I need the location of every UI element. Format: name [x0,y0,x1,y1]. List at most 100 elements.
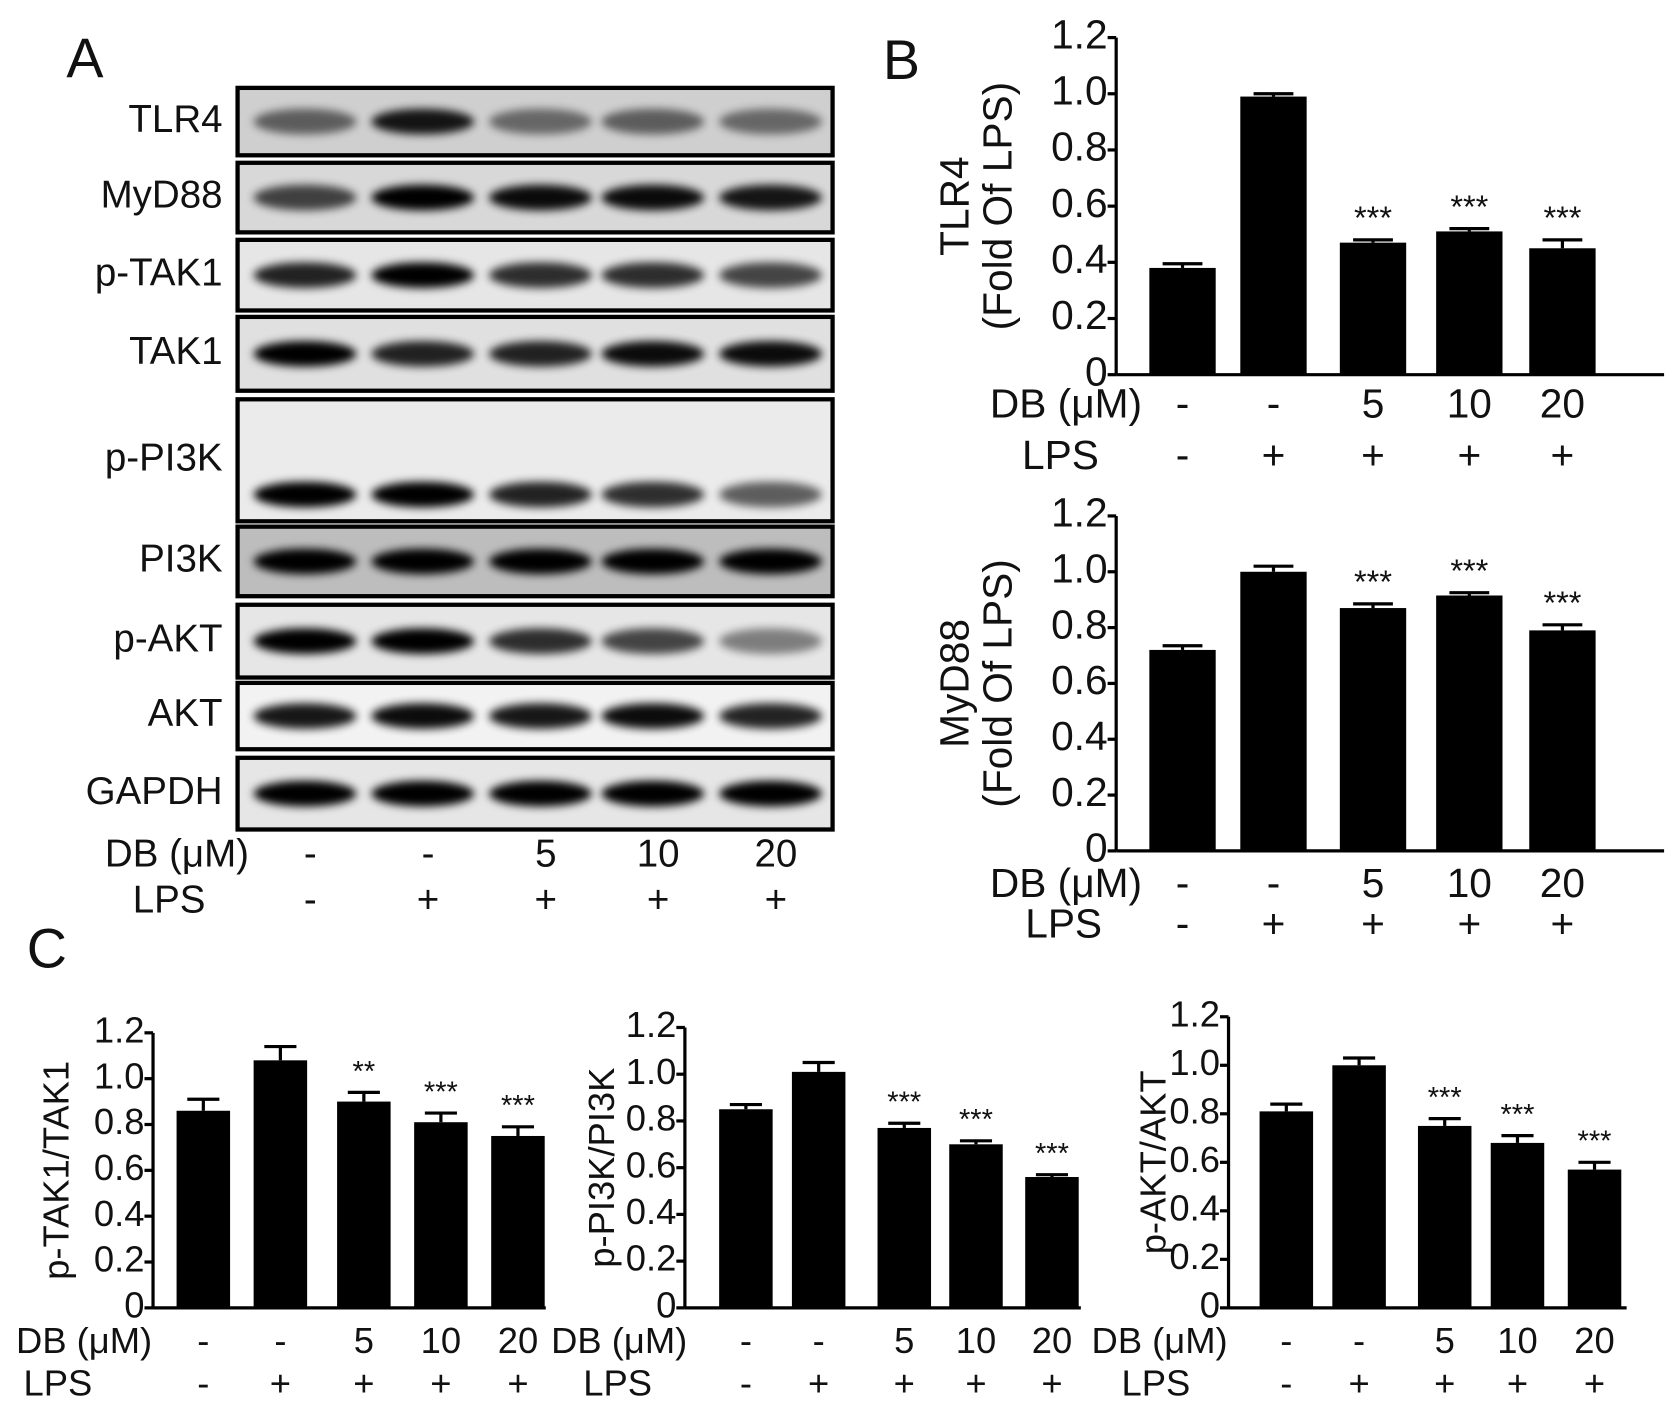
blot-row-label: p-PI3K [105,436,223,479]
y-tick-label: 0 [1085,825,1108,871]
x-tick-label: 5 [1362,860,1385,906]
blot-band [489,340,592,367]
blot-band [489,481,592,508]
x-tick-label: - [740,1363,752,1404]
bar [1240,96,1307,375]
x-tick-label: + [353,1363,374,1404]
x-tick-label: - [1353,1320,1365,1361]
blot-band [719,108,822,135]
panel-label: B [883,29,920,91]
bar [1332,1065,1386,1308]
x-row-value: - [304,878,317,921]
x-tick-label: 10 [421,1320,461,1361]
x-tick-label: - [197,1363,209,1404]
significance: *** [1450,553,1488,589]
blot-band [253,108,357,135]
y-axis-label: p-PI3K/PI3K [581,1068,622,1268]
x-tick-label: + [1361,901,1385,947]
x-tick-label: - [1280,1363,1292,1404]
x-row-label: DB (μM) [990,381,1142,427]
blot-band [253,481,357,508]
bar [1490,1142,1545,1308]
y-tick-label: 0.4 [1051,236,1108,282]
x-row-label: DB (μM) [105,832,249,875]
y-tick-label: 0 [656,1284,676,1325]
blot-band [489,184,592,211]
y-tick-label: 0.4 [1051,713,1108,759]
x-tick-label: + [430,1363,451,1404]
y-tick-label: 1.2 [1051,490,1108,536]
significance: *** [1578,1126,1612,1158]
bar [1339,242,1407,375]
blot-band [601,184,705,211]
y-axis-label: MyD88 [932,619,978,748]
x-tick-label: - [274,1320,286,1361]
y-tick-label: 1.0 [94,1055,145,1096]
y-tick-label: 1.2 [94,1009,145,1050]
y-tick-label: 0.4 [1169,1187,1220,1228]
blot-band [253,780,357,807]
x-tick-label: + [1262,432,1286,478]
significance: *** [1543,200,1581,236]
x-row-label: DB (μM) [551,1320,687,1361]
blot-band [489,780,592,807]
significance: ** [353,1056,376,1088]
bar [1259,1111,1314,1308]
blot-band [719,628,822,654]
x-row-label: DB (μM) [1092,1320,1228,1361]
y-axis-label: (Fold Of LPS) [974,559,1020,808]
y-tick-label: 0.6 [1169,1139,1220,1180]
blot-band [601,340,705,367]
y-axis-label: p-TAK1/TAK1 [35,1061,76,1280]
x-row-value: - [422,832,435,875]
x-tick-label: 10 [956,1320,996,1361]
x-tick-label: - [1176,432,1190,478]
blot-band [371,108,475,135]
blot-band [489,548,592,575]
blot-band [371,262,475,288]
blot-band [601,481,705,508]
blot-band [253,340,357,367]
x-row-label: DB (μM) [990,860,1142,906]
x-tick-label: + [270,1363,291,1404]
blot-band [489,628,592,654]
x-tick-label: 20 [498,1320,538,1361]
bar [719,1109,773,1308]
blot-row-label: p-TAK1 [95,251,223,294]
y-tick-label: 1.2 [1169,993,1220,1034]
x-row-value: 5 [535,832,556,875]
bar [176,1110,231,1308]
x-tick-label: + [808,1363,829,1404]
y-tick-label: 0.2 [94,1239,145,1280]
bar [949,1144,1003,1308]
x-tick-label: 20 [1540,381,1585,427]
blot-band [719,703,822,729]
bar [1529,630,1596,851]
x-row-value: 10 [637,832,680,875]
significance: *** [1354,200,1392,236]
y-tick-label: 0.8 [626,1098,677,1139]
bar [1567,1169,1622,1308]
x-tick-label: + [1262,901,1286,947]
x-tick-label: + [965,1363,986,1404]
x-tick-label: + [1551,901,1575,947]
y-tick-label: 0.6 [94,1147,145,1188]
y-axis-label: (Fold Of LPS) [974,82,1020,331]
x-tick-label: + [1507,1363,1528,1404]
x-tick-label: 20 [1540,860,1585,906]
y-tick-label: 1.0 [1169,1042,1220,1083]
x-tick-label: - [1267,381,1281,427]
x-tick-label: + [1434,1363,1455,1404]
y-tick-label: 0.4 [94,1193,145,1234]
x-tick-label: 10 [1497,1320,1537,1361]
bar [491,1135,545,1308]
blot-band [253,184,357,211]
blot-band [719,340,822,367]
y-tick-label: 0.4 [626,1191,677,1232]
x-row-value: + [647,878,669,921]
blot-band [719,184,822,211]
x-tick-label: + [1041,1363,1062,1404]
x-tick-label: - [1267,860,1281,906]
significance: *** [1450,189,1488,225]
y-tick-label: 0.2 [1051,292,1108,338]
